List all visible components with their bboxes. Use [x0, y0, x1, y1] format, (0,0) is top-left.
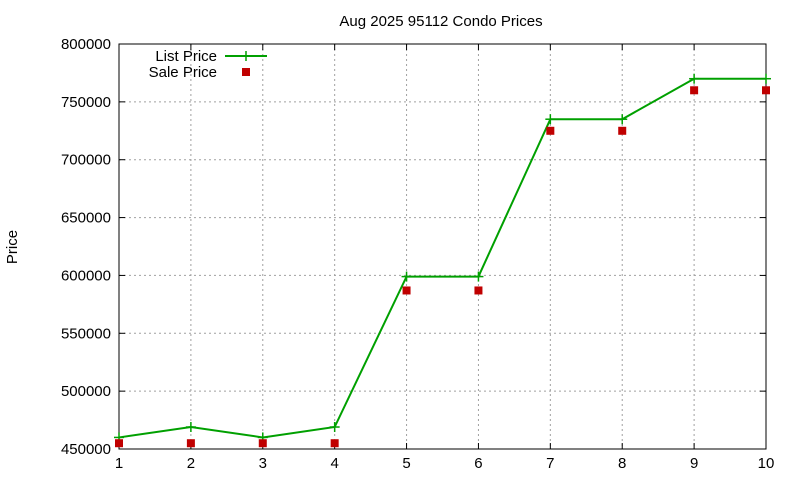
y-axis-label: Price — [4, 230, 21, 264]
data-point — [186, 439, 195, 448]
data-point — [474, 286, 483, 295]
legend-label: List Price — [155, 48, 217, 65]
x-tick-label: 7 — [546, 455, 554, 472]
legend-swatch-marker — [241, 51, 251, 61]
x-tick-label: 6 — [474, 455, 482, 472]
y-tick-label: 800000 — [61, 36, 111, 53]
data-point — [545, 114, 556, 125]
data-point — [330, 439, 339, 448]
legend-swatch-marker — [242, 68, 250, 76]
legend-item: Sale Price — [149, 64, 250, 81]
ticks: 450000 500000 550000 600000 650000 700000 7500… — [61, 36, 774, 472]
data-point — [761, 73, 771, 84]
x-tick-label: 4 — [330, 455, 338, 472]
data-point — [618, 126, 627, 135]
data-point — [689, 73, 700, 84]
x-tick-label: 1 — [115, 455, 123, 472]
x-tick-label: 2 — [187, 455, 195, 472]
y-tick-label: 500000 — [61, 383, 111, 400]
data-point — [258, 439, 267, 448]
legend-label: Sale Price — [149, 64, 217, 81]
data-point — [402, 286, 411, 295]
x-tick-label: 10 — [758, 455, 775, 472]
series-list-price — [114, 73, 771, 443]
y-tick-label: 700000 — [61, 152, 111, 169]
x-tick-label: 8 — [618, 455, 626, 472]
plot-frame — [118, 43, 767, 450]
y-tick-label: 550000 — [61, 325, 111, 342]
series — [114, 73, 771, 448]
chart-title: Aug 2025 95112 Condo Prices — [339, 13, 542, 30]
legend-item: List Price — [155, 48, 267, 65]
data-point — [185, 422, 196, 433]
data-point — [546, 126, 555, 135]
y-tick-label: 450000 — [61, 441, 111, 458]
data-point — [329, 422, 340, 433]
data-point — [473, 271, 484, 282]
y-tick-label: 650000 — [61, 210, 111, 227]
data-point — [617, 114, 628, 125]
data-point — [690, 86, 699, 95]
series-line — [118, 77, 766, 439]
data-point — [115, 439, 123, 448]
data-point — [401, 271, 412, 282]
y-tick-label: 600000 — [61, 267, 111, 284]
grid — [119, 44, 766, 449]
data-point — [762, 86, 770, 95]
series-sale-price — [115, 86, 770, 448]
x-tick-label: 9 — [690, 455, 698, 472]
y-tick-label: 750000 — [61, 94, 111, 111]
x-tick-label: 3 — [259, 455, 267, 472]
x-tick-label: 5 — [402, 455, 410, 472]
